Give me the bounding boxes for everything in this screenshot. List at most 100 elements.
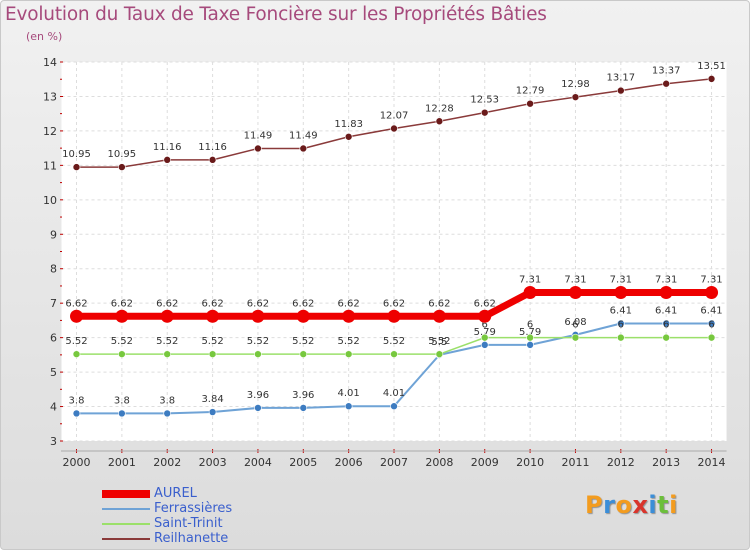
- data-label: 11.83: [334, 119, 363, 130]
- data-label: 6.08: [564, 317, 586, 328]
- data-point[interactable]: [435, 117, 444, 126]
- series-aurel: 6.62 6.62 6.62 6.62 6.62 6.62 6.62 6.62 6.62 6.62…: [65, 275, 723, 323]
- data-point[interactable]: [163, 350, 172, 358]
- data-point[interactable]: [344, 350, 353, 358]
- data-point[interactable]: [617, 319, 625, 328]
- data-point[interactable]: [254, 404, 262, 412]
- legend-swatch-saint-trinit: [102, 523, 150, 525]
- data-point[interactable]: [662, 79, 670, 88]
- logo-letter: o: [615, 491, 633, 519]
- x-tick-label: 2007: [380, 456, 408, 469]
- data-point[interactable]: [432, 309, 446, 323]
- data-label: 13.51: [697, 61, 726, 72]
- data-point[interactable]: [299, 144, 308, 153]
- data-label: 12.28: [425, 103, 454, 114]
- data-label: 11.49: [244, 130, 273, 141]
- data-point[interactable]: [342, 309, 356, 323]
- data-point[interactable]: [118, 350, 126, 358]
- data-point[interactable]: [344, 402, 353, 411]
- data-point[interactable]: [478, 309, 492, 323]
- data-point[interactable]: [617, 333, 625, 342]
- data-point[interactable]: [480, 108, 489, 117]
- data-point[interactable]: [160, 309, 174, 323]
- data-label: 3.8: [159, 395, 175, 406]
- data-point[interactable]: [251, 309, 265, 323]
- data-point[interactable]: [208, 156, 217, 164]
- data-label: 5.52: [111, 336, 133, 347]
- data-point[interactable]: [118, 409, 126, 418]
- data-point[interactable]: [662, 333, 670, 342]
- x-tick-label: 2014: [698, 456, 726, 469]
- data-point[interactable]: [208, 408, 217, 416]
- legend-label-aurel: AUREL: [154, 486, 197, 501]
- data-label: 6.62: [247, 298, 269, 309]
- x-tick-label: 2005: [289, 456, 317, 469]
- data-point[interactable]: [72, 163, 81, 171]
- data-point[interactable]: [659, 286, 673, 300]
- data-point[interactable]: [662, 319, 670, 328]
- y-tick-label: 7: [50, 297, 57, 310]
- data-point[interactable]: [526, 341, 534, 349]
- y-tick-label: 6: [50, 332, 57, 345]
- data-point[interactable]: [254, 144, 262, 153]
- data-label: 5.52: [428, 336, 450, 347]
- data-point[interactable]: [617, 86, 625, 95]
- data-point[interactable]: [344, 132, 353, 141]
- series-ferrassi-res: 3.8 3.8 3.8 3.84 3.96 3.96 4.01 4.01 5.5 5.79 5.79…: [69, 306, 723, 418]
- data-label: 12.79: [516, 86, 545, 97]
- data-point[interactable]: [208, 350, 217, 358]
- chart-title: Evolution du Taux de Taxe Foncière sur l…: [5, 4, 547, 25]
- data-label: 7.31: [655, 275, 677, 286]
- x-tick-label: 2008: [425, 456, 453, 469]
- data-point[interactable]: [254, 350, 262, 358]
- data-point[interactable]: [70, 309, 83, 323]
- data-point[interactable]: [118, 163, 126, 171]
- y-tick-label: 8: [50, 263, 57, 276]
- data-point[interactable]: [526, 333, 534, 342]
- data-label: 7.31: [700, 275, 722, 286]
- chart-subtitle: (en %): [26, 30, 63, 43]
- data-point[interactable]: [707, 75, 716, 83]
- data-point[interactable]: [390, 402, 398, 411]
- data-label: 5.52: [383, 336, 405, 347]
- data-label: 5.52: [247, 336, 269, 347]
- axes: 3 4 5 6 7 8 9 10 11 12 13 14 2000 2001 2002 2003 2004 200…: [43, 56, 727, 469]
- x-tick-label: 2013: [652, 456, 680, 469]
- data-point[interactable]: [568, 286, 582, 300]
- data-point[interactable]: [390, 124, 398, 133]
- data-point[interactable]: [571, 333, 580, 342]
- proxiti-logo: Proxiti: [585, 491, 678, 519]
- data-point[interactable]: [296, 309, 310, 323]
- data-label: 6.62: [201, 298, 223, 309]
- data-point[interactable]: [206, 309, 220, 323]
- data-point[interactable]: [163, 409, 172, 418]
- data-label: 5.79: [519, 327, 541, 338]
- data-point[interactable]: [705, 286, 719, 300]
- data-label: 5.52: [338, 336, 360, 347]
- data-point[interactable]: [526, 99, 534, 108]
- data-label: 6.62: [65, 298, 87, 309]
- y-tick-label: 10: [43, 194, 57, 207]
- data-point[interactable]: [390, 350, 398, 358]
- data-point[interactable]: [299, 404, 308, 412]
- data-point[interactable]: [707, 333, 716, 342]
- data-point[interactable]: [571, 93, 580, 101]
- data-point[interactable]: [299, 350, 308, 358]
- data-point[interactable]: [614, 286, 628, 300]
- data-point[interactable]: [707, 319, 716, 328]
- data-point[interactable]: [163, 156, 172, 164]
- data-point[interactable]: [387, 309, 401, 323]
- data-point[interactable]: [72, 409, 81, 418]
- data-label: 12.07: [380, 110, 409, 121]
- data-label: 4.01: [338, 388, 360, 399]
- x-tick-label: 2009: [471, 456, 499, 469]
- data-point[interactable]: [480, 333, 489, 342]
- data-point[interactable]: [72, 350, 81, 358]
- logo-letter: i: [669, 491, 678, 519]
- data-label: 6.62: [156, 298, 178, 309]
- data-point[interactable]: [523, 286, 537, 300]
- data-point[interactable]: [115, 309, 129, 323]
- data-point[interactable]: [435, 350, 444, 358]
- data-point[interactable]: [480, 341, 489, 349]
